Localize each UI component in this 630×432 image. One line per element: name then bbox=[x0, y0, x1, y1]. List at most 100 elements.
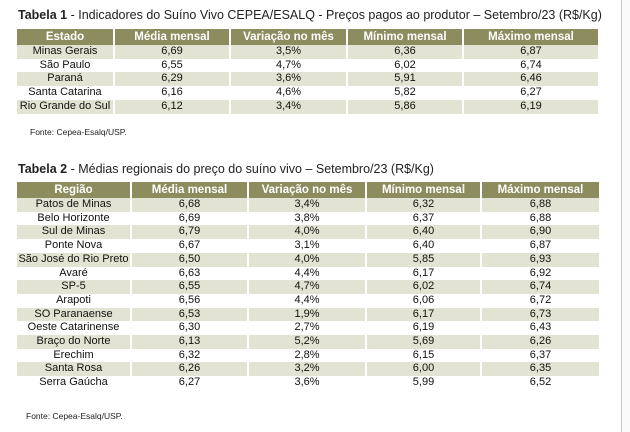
table-row: Braço do Norte 6,13 5,2% 5,69 6,26 bbox=[17, 335, 599, 349]
value-cell: 1,9% bbox=[248, 307, 367, 322]
table-row: Avaré 6,63 4,4% 6,17 6,92 bbox=[17, 266, 599, 281]
table2-title-text: - Médias regionais do preço do suíno viv… bbox=[67, 162, 434, 176]
table-row: Patos de Minas 6,68 3,4% 6,32 6,88 bbox=[17, 198, 599, 212]
value-cell: 6,63 bbox=[131, 266, 249, 281]
row-label-cell: Santa Rosa bbox=[17, 362, 132, 377]
row-label-cell: Belo Horizonte bbox=[17, 211, 132, 226]
row-label-cell: Sul de Minas bbox=[17, 225, 132, 240]
table2-header-cell: Região bbox=[17, 182, 132, 198]
value-cell: 2,7% bbox=[248, 321, 367, 336]
value-cell: 3,1% bbox=[248, 239, 367, 253]
value-cell: 6,19 bbox=[463, 99, 598, 114]
table2-header-cell: Máximo mensal bbox=[481, 182, 599, 198]
value-cell: 4,7% bbox=[248, 280, 367, 294]
value-cell: 6,46 bbox=[463, 72, 598, 87]
table2-title-label: Tabela 2 bbox=[18, 162, 68, 176]
table-row: SO Paranaense 6,53 1,9% 6,17 6,73 bbox=[17, 307, 599, 322]
value-cell: 3,6% bbox=[230, 72, 348, 87]
value-cell: 6,68 bbox=[131, 198, 249, 212]
table1-header-cell: Média mensal bbox=[114, 29, 231, 45]
value-cell: 6,36 bbox=[347, 45, 464, 59]
value-cell: 6,16 bbox=[114, 86, 231, 100]
value-cell: 3,2% bbox=[248, 362, 367, 377]
table-row: Minas Gerais 6,69 3,5% 6,36 6,87 bbox=[17, 45, 598, 59]
value-cell: 6,88 bbox=[481, 211, 599, 226]
table-row: Santa Catarina 6,16 4,6% 5,82 6,27 bbox=[17, 86, 598, 100]
table2-header-cell: Variação no mês bbox=[248, 182, 367, 198]
value-cell: 6,87 bbox=[463, 45, 598, 59]
value-cell: 3,4% bbox=[230, 99, 348, 114]
row-label-cell: Serra Gaúcha bbox=[17, 376, 132, 390]
row-label-cell: Erechim bbox=[17, 348, 132, 363]
table1-header-cell: Estado bbox=[17, 29, 115, 45]
value-cell: 6,53 bbox=[131, 307, 249, 322]
value-cell: 6,02 bbox=[347, 58, 464, 73]
value-cell: 5,69 bbox=[366, 335, 482, 349]
row-label-cell: São José do Rio Preto bbox=[17, 252, 132, 267]
table-row: Arapoti 6,56 4,4% 6,06 6,72 bbox=[17, 293, 599, 308]
row-label-cell: Minas Gerais bbox=[17, 45, 115, 59]
table1-source: Fonte: Cepea-Esalq/USP. bbox=[30, 127, 127, 137]
value-cell: 6,29 bbox=[114, 72, 231, 87]
value-cell: 6,26 bbox=[481, 335, 599, 349]
table2-source: Fonte: Cepea-Esalq/USP. bbox=[26, 411, 123, 421]
value-cell: 4,7% bbox=[230, 58, 348, 73]
value-cell: 4,0% bbox=[248, 225, 367, 240]
value-cell: 6,56 bbox=[131, 293, 249, 308]
table-row: Rio Grande do Sul 6,12 3,4% 5,86 6,19 bbox=[17, 99, 598, 114]
table1: Estado Média mensal Variação no mês Míni… bbox=[17, 29, 598, 114]
table2: Região Média mensal Variação no mês Míni… bbox=[17, 182, 599, 390]
value-cell: 6,35 bbox=[481, 362, 599, 377]
value-cell: 6,55 bbox=[131, 280, 249, 294]
table1-header-cell: Variação no mês bbox=[230, 29, 348, 45]
value-cell: 5,86 bbox=[347, 99, 464, 114]
value-cell: 5,82 bbox=[347, 86, 464, 100]
value-cell: 6,90 bbox=[481, 225, 599, 240]
row-label-cell: SO Paranaense bbox=[17, 307, 132, 322]
value-cell: 6,50 bbox=[131, 252, 249, 267]
table2-header-cell: Mínimo mensal bbox=[366, 182, 482, 198]
table1-header-row: Estado Média mensal Variação no mês Míni… bbox=[17, 29, 598, 45]
value-cell: 6,17 bbox=[366, 307, 482, 322]
table2-header-row: Região Média mensal Variação no mês Míni… bbox=[17, 182, 599, 198]
value-cell: 4,0% bbox=[248, 252, 367, 267]
table-row: Oeste Catarinense 6,30 2,7% 6,19 6,43 bbox=[17, 321, 599, 336]
table1-header-cell: Mínimo mensal bbox=[347, 29, 464, 45]
value-cell: 6,40 bbox=[366, 239, 482, 253]
table1-header-cell: Máximo mensal bbox=[463, 29, 598, 45]
row-label-cell: Arapoti bbox=[17, 293, 132, 308]
value-cell: 6,74 bbox=[463, 58, 598, 73]
row-label-cell: SP-5 bbox=[17, 280, 132, 294]
value-cell: 6,06 bbox=[366, 293, 482, 308]
table-row: SP-5 6,55 4,7% 6,02 6,74 bbox=[17, 280, 599, 294]
value-cell: 4,4% bbox=[248, 266, 367, 281]
value-cell: 6,67 bbox=[131, 239, 249, 253]
page-right-border bbox=[621, 0, 630, 432]
table-row: Belo Horizonte 6,69 3,8% 6,37 6,88 bbox=[17, 211, 599, 226]
value-cell: 6,88 bbox=[481, 198, 599, 212]
value-cell: 6,26 bbox=[131, 362, 249, 377]
table-row: Ponte Nova 6,67 3,1% 6,40 6,87 bbox=[17, 239, 599, 253]
value-cell: 6,52 bbox=[481, 376, 599, 390]
row-label-cell: Rio Grande do Sul bbox=[17, 99, 115, 114]
value-cell: 6,87 bbox=[481, 239, 599, 253]
table2-title: Tabela 2 - Médias regionais do preço do … bbox=[18, 162, 434, 176]
value-cell: 5,85 bbox=[366, 252, 482, 267]
value-cell: 6,00 bbox=[366, 362, 482, 377]
value-cell: 2,8% bbox=[248, 348, 367, 363]
table-row: São Paulo 6,55 4,7% 6,02 6,74 bbox=[17, 58, 598, 73]
value-cell: 6,72 bbox=[481, 293, 599, 308]
row-label-cell: Oeste Catarinense bbox=[17, 321, 132, 336]
value-cell: 6,74 bbox=[481, 280, 599, 294]
value-cell: 6,02 bbox=[366, 280, 482, 294]
value-cell: 6,12 bbox=[114, 99, 231, 114]
value-cell: 6,30 bbox=[131, 321, 249, 336]
value-cell: 6,32 bbox=[131, 348, 249, 363]
value-cell: 6,17 bbox=[366, 266, 482, 281]
row-label-cell: Santa Catarina bbox=[17, 86, 115, 100]
row-label-cell: Ponte Nova bbox=[17, 239, 132, 253]
value-cell: 6,73 bbox=[481, 307, 599, 322]
value-cell: 4,6% bbox=[230, 86, 348, 100]
table1-title-label: Tabela 1 bbox=[18, 8, 68, 22]
value-cell: 6,32 bbox=[366, 198, 482, 212]
